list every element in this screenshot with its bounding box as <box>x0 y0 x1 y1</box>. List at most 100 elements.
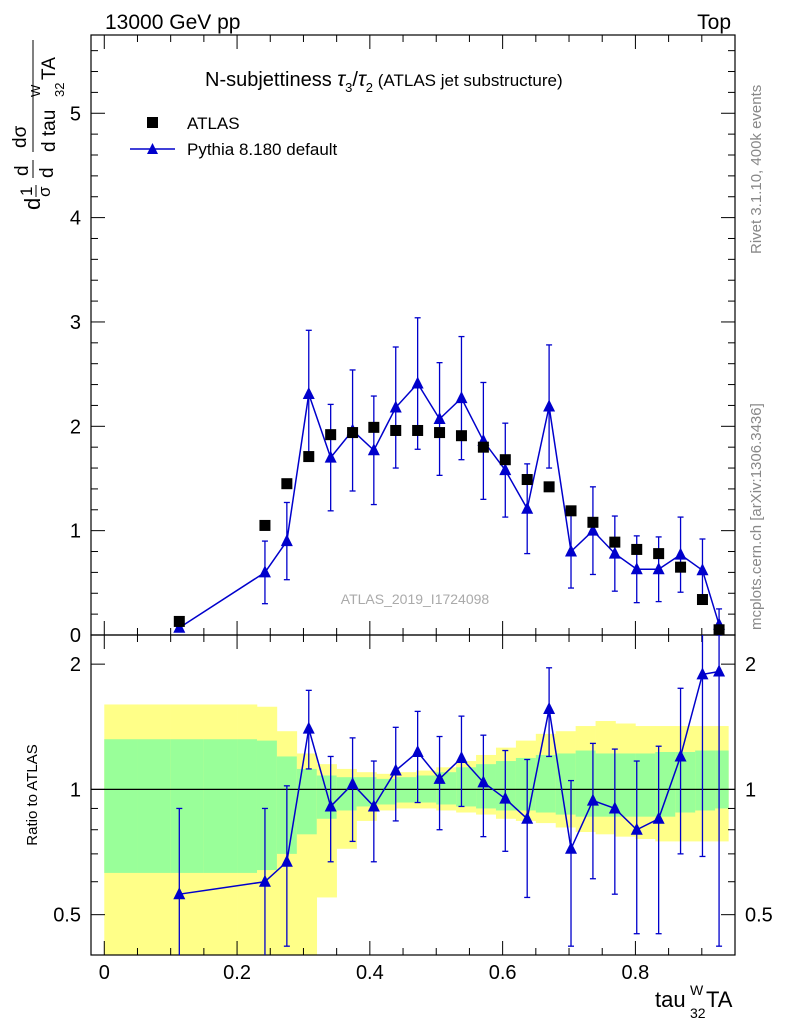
band-inner-bin <box>237 739 258 873</box>
svg-text:σ: σ <box>35 186 54 197</box>
band-inner-bin <box>316 775 337 819</box>
pythia-point <box>411 376 424 389</box>
ratio-ytick-label-left: 0.5 <box>53 905 81 927</box>
ratio-point <box>173 887 186 900</box>
main-pythia-series <box>173 317 726 636</box>
ratio-panel-frame <box>90 634 736 956</box>
x-axis-label: tau W 32 TA <box>655 982 733 1021</box>
ratio-point <box>346 777 359 790</box>
ratio-pythia-series <box>173 635 726 955</box>
pythia-point <box>565 544 578 557</box>
svg-text:32: 32 <box>52 83 67 97</box>
svg-text:d: d <box>12 165 33 176</box>
pythia-point <box>455 391 468 404</box>
svg-text:d: d <box>20 198 45 210</box>
atlas-point <box>565 505 577 517</box>
pythia-point <box>674 547 687 560</box>
ratio-point <box>630 822 643 835</box>
band-inner-bin <box>595 753 616 817</box>
svg-text:TA: TA <box>39 57 60 80</box>
band-inner-bin <box>456 767 477 807</box>
main-y-ticks: 0 1 2 3 4 5 <box>70 50 735 647</box>
ratio-point <box>302 721 315 734</box>
atlas-point <box>303 451 315 463</box>
band-inner-bin <box>104 739 138 873</box>
atlas-point <box>368 421 380 433</box>
main-atlas-series <box>173 421 725 636</box>
band-inner-bin <box>535 754 557 813</box>
ratio-point <box>674 749 687 762</box>
svg-text:d: d <box>37 167 58 178</box>
ratio-point <box>411 744 424 757</box>
ratio-point <box>455 750 468 763</box>
ratio-point <box>258 874 271 887</box>
legend-pythia-label: Pythia 8.180 default <box>187 140 338 159</box>
main-title: N-subjettiness τ3/τ2 (ATLAS jet substruc… <box>205 68 563 95</box>
ratio-point <box>565 841 578 854</box>
band-inner-bin <box>715 750 729 809</box>
ratio-xtick-label: 0 <box>99 962 110 984</box>
atlas-point <box>434 427 446 439</box>
analysis-label: ATLAS_2019_I1724098 <box>341 591 490 607</box>
ratio-ytick-label-left: 2 <box>70 654 81 676</box>
ratio-xtick-label: 0.8 <box>622 962 650 984</box>
atlas-point <box>653 548 665 560</box>
pythia-point <box>433 412 446 424</box>
band-inner-bin <box>137 739 171 873</box>
band-inner-bin <box>376 778 397 805</box>
atlas-point <box>499 454 511 466</box>
svg-text:1: 1 <box>17 187 36 196</box>
band-inner-bin <box>515 757 537 811</box>
ratio-xtick-label: 0.6 <box>489 962 517 984</box>
band-inner-bin <box>356 777 377 807</box>
rivet-version-label: Rivet 3.1.10, 400k events <box>748 85 765 254</box>
atlas-point <box>455 430 467 442</box>
pythia-point <box>280 534 293 547</box>
ratio-ytick-label-right: 2 <box>745 654 756 676</box>
ratio-point <box>367 799 380 812</box>
band-inner-bin <box>615 753 636 817</box>
atlas-point <box>713 624 725 636</box>
main-ytick-label: 2 <box>70 416 81 438</box>
atlas-point <box>325 429 337 441</box>
band-inner-bin <box>635 753 656 817</box>
pythia-point <box>652 562 665 575</box>
atlas-point <box>412 424 424 436</box>
atlas-point <box>521 474 533 486</box>
ratio-point <box>477 775 490 788</box>
band-inner-bin <box>695 750 716 811</box>
main-ytick-label: 5 <box>70 103 81 125</box>
ratio-ytick-label-left: 1 <box>70 779 81 801</box>
atlas-point <box>696 594 708 606</box>
atlas-point <box>281 478 293 490</box>
atlas-point <box>477 441 489 453</box>
atlas-point <box>587 516 599 528</box>
ratio-point <box>521 811 534 824</box>
pythia-point <box>324 450 337 463</box>
pythia-point <box>389 400 402 413</box>
ratio-xtick-label: 0.2 <box>223 962 251 984</box>
legend: ATLAS Pythia 8.180 default <box>130 114 338 159</box>
ratio-point <box>280 854 293 867</box>
svg-text:W: W <box>28 84 43 97</box>
ratio-point <box>608 801 621 814</box>
band-inner-bin <box>655 751 676 817</box>
ratio-ytick-label-right: 1 <box>745 779 756 801</box>
svg-text:TA: TA <box>706 987 733 1012</box>
pythia-point <box>258 565 271 578</box>
main-ytick-label: 3 <box>70 312 81 334</box>
atlas-point <box>675 561 687 573</box>
pythia-point <box>521 501 534 514</box>
atlas-point <box>543 481 555 493</box>
ratio-point <box>389 763 402 776</box>
ratio-x-ticks: 0 0.2 0.4 0.6 0.8 <box>99 635 703 984</box>
legend-pythia-marker <box>147 143 158 154</box>
svg-text:32: 32 <box>690 1005 706 1021</box>
ratio-uncertainty-bands <box>104 704 729 955</box>
pythia-point <box>302 386 315 399</box>
pythia-point <box>543 399 556 412</box>
pythia-point <box>586 523 599 536</box>
main-x-ticks <box>103 35 703 635</box>
band-inner-bin <box>256 740 278 871</box>
